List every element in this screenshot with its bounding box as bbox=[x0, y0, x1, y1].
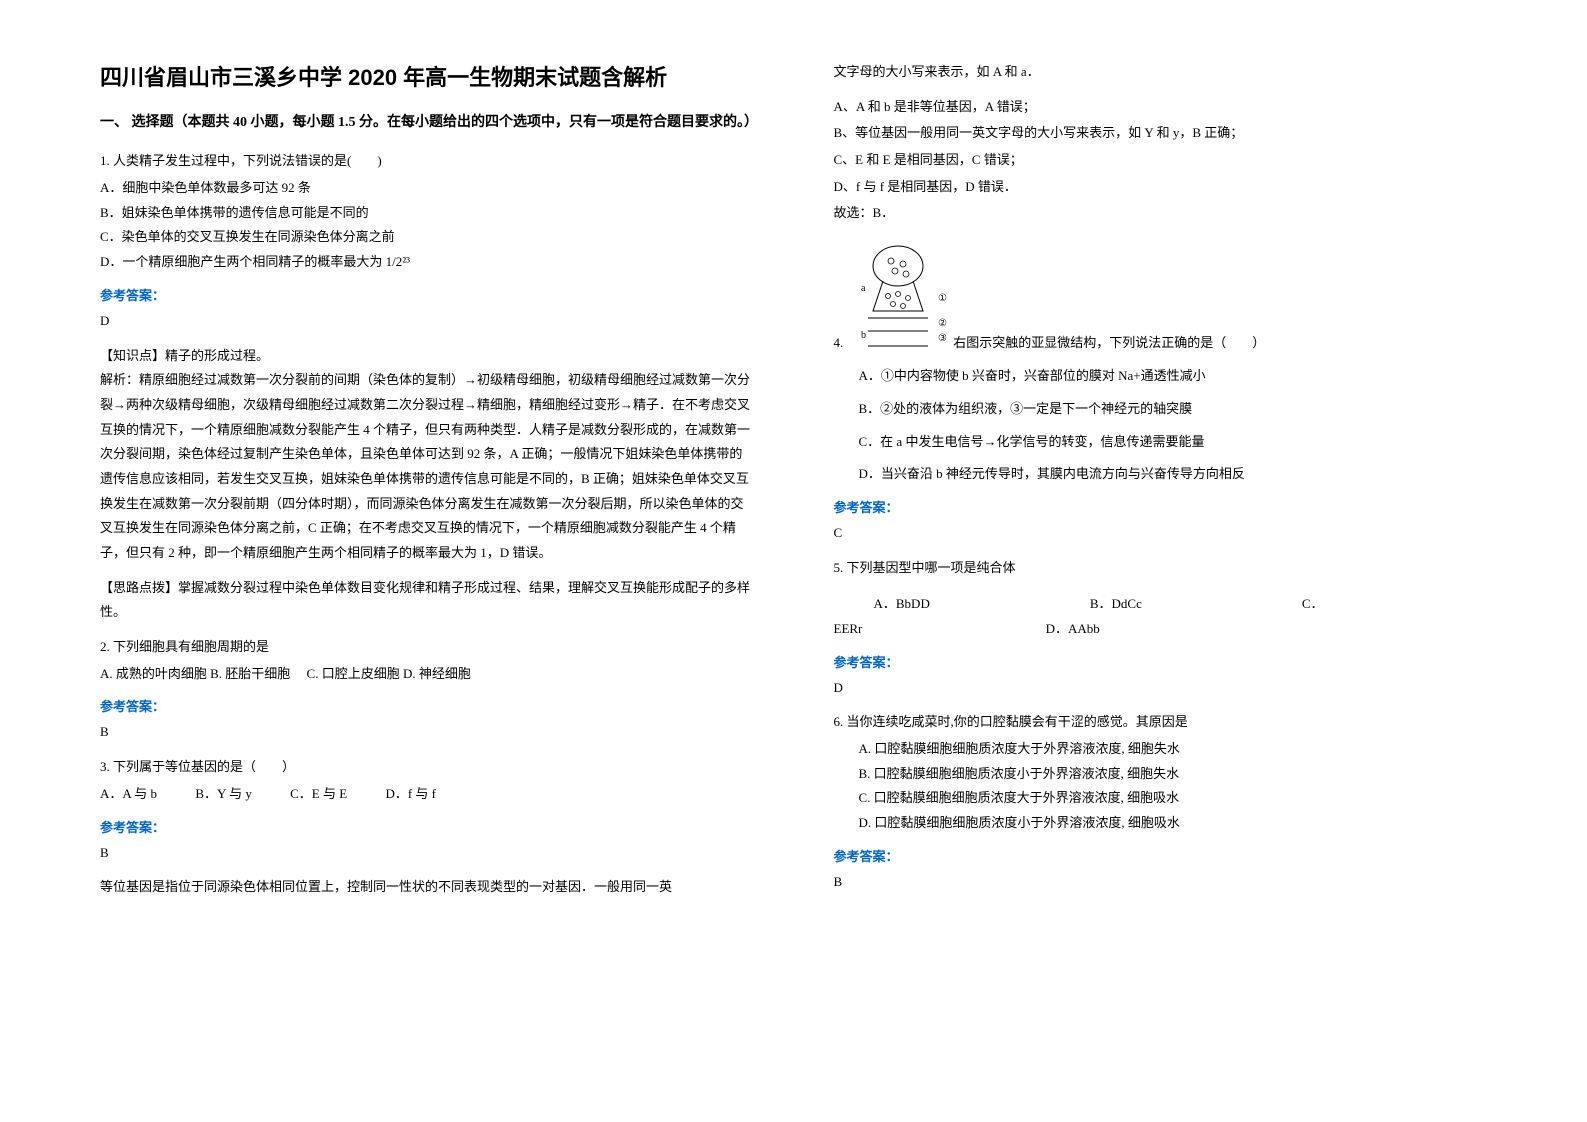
q2-stem: 2. 下列细胞具有细胞周期的是 bbox=[100, 635, 754, 660]
q3-conclusion: 故选：B． bbox=[834, 201, 1488, 226]
q5-option-a: A．BbDD bbox=[874, 592, 930, 617]
q3-analysis-p1: 等位基因是指位于同源染色体相同位置上，控制同一性状的不同表现类型的一对基因．一般… bbox=[100, 875, 754, 900]
q3-analysis-b: B、等位基因一般用同一英文字母的大小写来表示，如 Y 和 y，B 正确； bbox=[834, 121, 1488, 146]
q5-options-row1: A．BbDD B．DdCc C． bbox=[834, 592, 1488, 617]
q5-stem: 5. 下列基因型中哪一项是纯合体 bbox=[834, 556, 1488, 581]
svg-text:③: ③ bbox=[938, 333, 947, 344]
answer-label: 参考答案： bbox=[834, 652, 1488, 671]
q4-stem: 右图示突触的亚显微结构，下列说法正确的是（ ） bbox=[953, 331, 1265, 356]
q4-option-b: B．②处的液体为组织液，③一定是下一个神经元的轴突膜 bbox=[859, 397, 1488, 422]
q2-options: A. 成熟的叶肉细胞 B. 胚胎干细胞 C. 口腔上皮细胞 D. 神经细胞 bbox=[100, 662, 754, 687]
q2-answer: B bbox=[100, 720, 754, 745]
q3-answer: B bbox=[100, 841, 754, 866]
left-column: 四川省眉山市三溪乡中学 2020 年高一生物期末试题含解析 一、 选择题（本题共… bbox=[100, 60, 754, 1062]
q6-stem: 6. 当你连续吃咸菜时,你的口腔黏膜会有干涩的感觉。其原因是 bbox=[834, 710, 1488, 735]
q3-option-c: C．E 与 E bbox=[290, 786, 347, 801]
svg-text:①: ① bbox=[938, 293, 947, 304]
answer-label: 参考答案： bbox=[100, 696, 754, 715]
question-1: 1. 人类精子发生过程中，下列说法错误的是( ) A．细胞中染色单体数最多可达 … bbox=[100, 149, 754, 274]
q1-analysis: 解析：精原细胞经过减数第一次分裂前的间期（染色体的复制）→初级精母细胞，初级精母… bbox=[100, 368, 754, 566]
document-title: 四川省眉山市三溪乡中学 2020 年高一生物期末试题含解析 bbox=[100, 60, 754, 92]
q3-options: A．A 与 b B．Y 与 y C．E 与 E D．f 与 f bbox=[100, 782, 754, 807]
q5-option-b: B．DdCc bbox=[1090, 592, 1142, 617]
q1-option-b: B．姐妹染色单体携带的遗传信息可能是不同的 bbox=[100, 201, 754, 226]
q4-option-d: D．当兴奋沿 b 神经元传导时，其膜内电流方向与兴奋传导方向相反 bbox=[859, 462, 1488, 487]
q1-thinking: 【思路点拨】掌握减数分裂过程中染色单体数目变化规律和精子形成过程、结果，理解交叉… bbox=[100, 576, 754, 625]
answer-label: 参考答案： bbox=[100, 285, 754, 304]
right-column: 文字母的大小写来表示，如 A 和 a． A、A 和 b 是非等位基因，A 错误；… bbox=[834, 60, 1488, 1062]
q1-stem: 1. 人类精子发生过程中，下列说法错误的是( ) bbox=[100, 149, 754, 174]
q3-option-b: B．Y 与 y bbox=[195, 786, 252, 801]
question-5: 5. 下列基因型中哪一项是纯合体 A．BbDD B．DdCc C． EERr D… bbox=[834, 556, 1488, 642]
q5-option-c: C． bbox=[1302, 592, 1324, 617]
question-2: 2. 下列细胞具有细胞周期的是 A. 成熟的叶肉细胞 B. 胚胎干细胞 C. 口… bbox=[100, 635, 754, 686]
q6-answer: B bbox=[834, 870, 1488, 895]
q5-option-c2: EERr bbox=[834, 621, 863, 636]
q4-option-c: C．在 a 中发生电信号→化学信号的转变，信息传递需要能量 bbox=[859, 430, 1488, 455]
q3-option-a: A．A 与 b bbox=[100, 786, 157, 801]
q6-option-d: D. 口腔黏膜细胞细胞质浓度小于外界溶液浓度, 细胞吸水 bbox=[859, 811, 1488, 836]
q5-answer: D bbox=[834, 676, 1488, 701]
q1-answer: D bbox=[100, 309, 754, 334]
q4-option-a: A．①中内容物使 b 兴奋时，兴奋部位的膜对 Na+通透性减小 bbox=[859, 364, 1488, 389]
answer-label: 参考答案： bbox=[100, 817, 754, 836]
q1-option-a: A．细胞中染色单体数最多可达 92 条 bbox=[100, 176, 754, 201]
section-header: 一、 选择题（本题共 40 小题，每小题 1.5 分。在每小题给出的四个选项中，… bbox=[100, 112, 754, 134]
q4-num: 4. bbox=[834, 331, 844, 356]
q5-option-d: D．AAbb bbox=[1046, 621, 1100, 636]
q4-answer: C bbox=[834, 521, 1488, 546]
q5-options-row2: EERr D．AAbb bbox=[834, 617, 1488, 642]
question-3: 3. 下列属于等位基因的是（ ） A．A 与 b B．Y 与 y C．E 与 E… bbox=[100, 755, 754, 806]
q3-analysis-d: D、f 与 f 是相同基因，D 错误． bbox=[834, 175, 1488, 200]
q6-option-b: B. 口腔黏膜细胞细胞质浓度小于外界溶液浓度, 细胞失水 bbox=[859, 762, 1488, 787]
q1-option-d: D．一个精原细胞产生两个相同精子的概率最大为 1/2²³ bbox=[100, 250, 754, 275]
q3-stem: 3. 下列属于等位基因的是（ ） bbox=[100, 755, 754, 780]
q3-analysis-a: A、A 和 b 是非等位基因，A 错误； bbox=[834, 95, 1488, 120]
svg-text:b: b bbox=[861, 330, 866, 341]
question-6: 6. 当你连续吃咸菜时,你的口腔黏膜会有干涩的感觉。其原因是 A. 口腔黏膜细胞… bbox=[834, 710, 1488, 835]
q1-option-c: C．染色单体的交叉互换发生在同源染色体分离之前 bbox=[100, 225, 754, 250]
q3-analysis-c: C、E 和 E 是相同基因，C 错误； bbox=[834, 148, 1488, 173]
q6-option-c: C. 口腔黏膜细胞细胞质浓度大于外界溶液浓度, 细胞吸水 bbox=[859, 786, 1488, 811]
q1-knowledge: 【知识点】精子的形成过程。 bbox=[100, 344, 754, 369]
answer-label: 参考答案： bbox=[834, 497, 1488, 516]
q6-option-a: A. 口腔黏膜细胞细胞质浓度大于外界溶液浓度, 细胞失水 bbox=[859, 737, 1488, 762]
answer-label: 参考答案： bbox=[834, 846, 1488, 865]
q3-option-d: D．f 与 f bbox=[385, 786, 436, 801]
question-4: 4. ① ② bbox=[834, 236, 1488, 487]
synapse-diagram: ① ② ③ a b bbox=[843, 236, 953, 356]
svg-text:②: ② bbox=[938, 318, 947, 329]
q3-analysis-p2: 文字母的大小写来表示，如 A 和 a． bbox=[834, 60, 1488, 85]
svg-text:a: a bbox=[861, 283, 866, 294]
